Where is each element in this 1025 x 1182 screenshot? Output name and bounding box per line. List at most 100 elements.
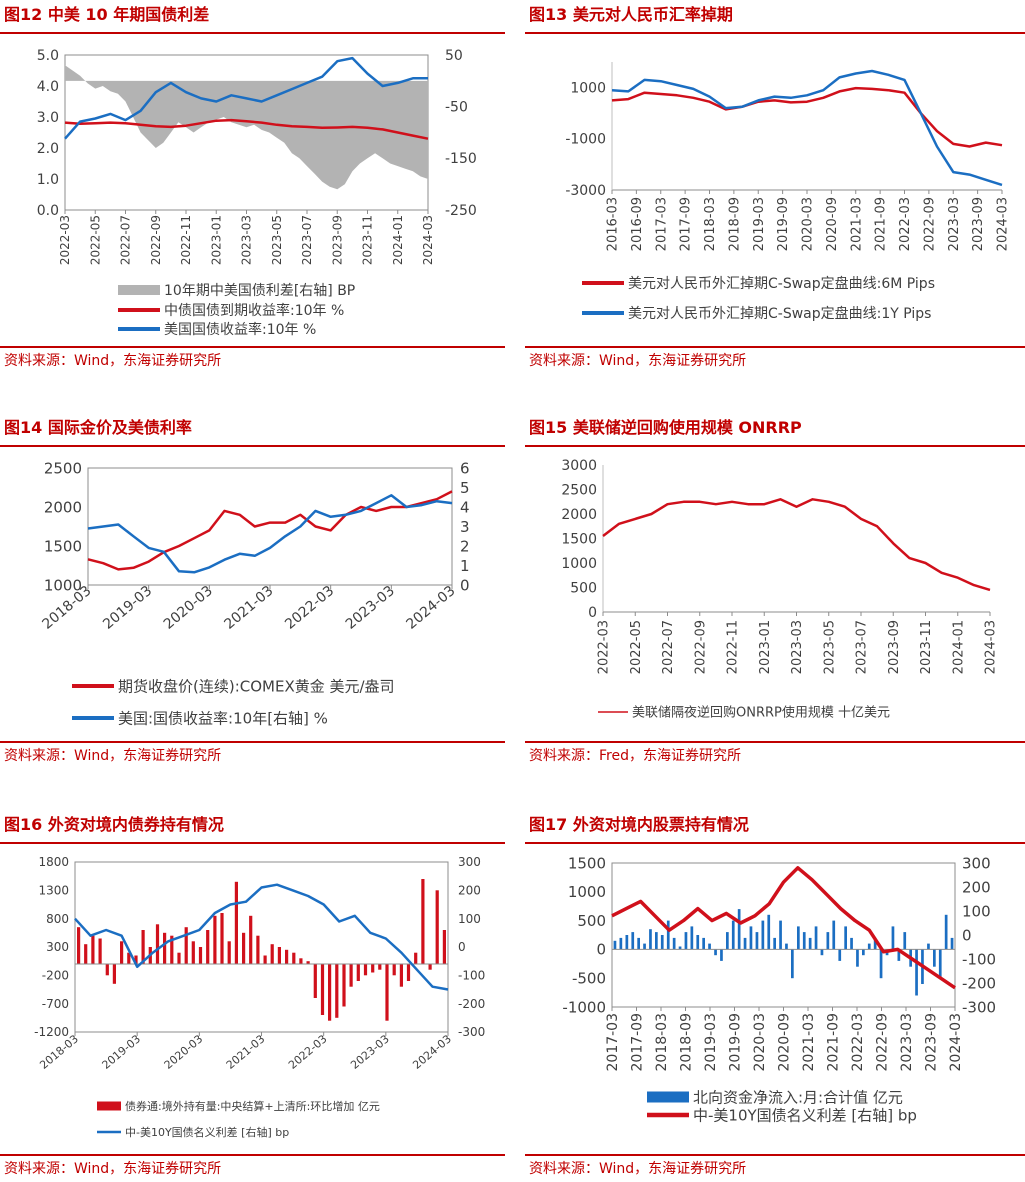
northbound-bar <box>678 946 682 950</box>
chart-title: 图12 中美 10 年期国债利差 <box>4 5 210 24</box>
x-tick-label: 2023-09 <box>971 197 986 251</box>
us-10y-line <box>87 494 453 574</box>
northbound-bar <box>838 949 842 961</box>
northbound-bar <box>950 937 954 950</box>
x-tick-label: 2024-03 <box>410 1032 454 1072</box>
x-tick-label: 2023-07 <box>300 215 314 265</box>
bond-flow-bar <box>328 964 332 1021</box>
y-tick-label: 2.0 <box>37 141 59 157</box>
chart-panel-13: 图13 美元对人民币汇率掉期 -3000 -1000 1000 2016-03 2016… <box>525 0 1025 378</box>
y2-tick-label: 0 <box>962 926 972 944</box>
y-tick-label: 3000 <box>561 458 597 474</box>
northbound-bar <box>802 932 806 950</box>
x-tick-label: 2022-03 <box>898 197 913 251</box>
bond-flow-bar <box>385 964 389 1021</box>
y2-tick-label: -100 <box>962 950 996 968</box>
northbound-bar <box>625 935 629 950</box>
northbound-bar <box>826 932 830 950</box>
y2-tick-label: 4 <box>460 498 470 516</box>
northbound-bar <box>773 937 776 950</box>
x-tick-label: 2024-03 <box>996 197 1011 251</box>
y2-tick-label: -300 <box>962 998 996 1016</box>
x-tick-label: 2023-09 <box>887 620 902 674</box>
northbound-bar <box>631 932 635 950</box>
x-tick-label: 2017-03 <box>605 1013 621 1072</box>
northbound-bar <box>743 937 747 950</box>
x-tick-label: 2020-03 <box>752 1013 768 1072</box>
x-tick-label: 2020-09 <box>825 197 840 251</box>
bond-flow-bar <box>399 964 403 987</box>
bond-flow-bar <box>378 964 382 970</box>
y2-tick-label: 200 <box>962 878 991 896</box>
x-tick-label: 2022-03 <box>597 620 612 674</box>
y-tick-label: 500 <box>577 912 606 930</box>
y-tick-label: -3000 <box>565 183 606 199</box>
bond-flow-bar <box>163 932 167 964</box>
chart-15-plot: 0 500 1000 1500 2000 2500 3000 2022-03 2022-05 20… <box>561 458 999 721</box>
northbound-bar <box>862 949 865 956</box>
chart-source: 资料来源：Wind，东海证券研究所 <box>0 741 505 767</box>
x-tick-label: 2020-03 <box>161 583 216 633</box>
northbound-bar <box>702 937 705 950</box>
x-tick-label: 2022-03 <box>286 1032 330 1072</box>
northbound-bar <box>944 914 948 950</box>
x-tick-label: 2023-03 <box>947 197 962 251</box>
bond-flow-bar <box>371 964 375 973</box>
bond-flow-bar <box>213 915 217 964</box>
y-tick-label: -500 <box>572 969 606 987</box>
bond-flow-bar <box>120 941 124 964</box>
bond-flow-bar <box>335 964 339 1018</box>
bond-flow-bar <box>442 930 446 964</box>
northbound-bar <box>808 937 812 950</box>
x-tick-label: 2024-01 <box>391 215 405 265</box>
y-tick-label: 2000 <box>44 498 82 516</box>
y-tick-label: 500 <box>570 580 597 596</box>
y-tick-label: 1000 <box>561 556 597 572</box>
northbound-bar <box>873 937 877 950</box>
legend-us-label: 美国:国债收益率:10年[右轴] % <box>118 709 328 727</box>
y-tick-label: 1500 <box>44 537 82 555</box>
title-rule <box>525 842 1025 844</box>
y2-tick-label: 100 <box>962 902 991 920</box>
y2-tick-label: -50 <box>445 100 468 116</box>
bond-flow-bar <box>177 952 181 964</box>
northbound-bar <box>785 943 788 950</box>
bond-flow-bar <box>77 927 81 964</box>
y-tick-label: 1000 <box>570 81 606 97</box>
x-tick-label: 2018-03 <box>703 197 718 251</box>
chart-source: 资料来源：Wind，东海证券研究所 <box>525 346 1025 372</box>
x-tick-label: 2022-05 <box>629 620 644 674</box>
bond-flow-bar <box>112 964 116 984</box>
bond-flow-bar <box>306 961 310 964</box>
legend-spread-swatch <box>118 285 160 295</box>
bond-flow-bar <box>421 879 425 964</box>
y-tick-label: 0 <box>588 605 597 621</box>
bond-flow-bar <box>105 964 109 976</box>
x-tick-label: 2021-09 <box>874 197 889 251</box>
northbound-bar <box>879 949 883 979</box>
northbound-bar <box>684 932 688 950</box>
bond-flow-bar <box>320 964 325 1015</box>
x-tick-label: 2023-03 <box>240 215 254 265</box>
chart-title: 图13 美元对人民币汇率掉期 <box>529 5 733 24</box>
x-tick-label: 2022-09 <box>922 197 937 251</box>
y2-tick-label: -200 <box>962 974 996 992</box>
y-tick-label: -1000 <box>565 132 606 148</box>
northbound-bar <box>755 932 759 950</box>
bond-flow-bar <box>249 915 253 964</box>
x-tick-label: 2024-03 <box>984 620 999 674</box>
chart-13-plot: -3000 -1000 1000 2016-03 2016-09 2017-03 2017-… <box>565 62 1011 322</box>
y2-tick-label: 50 <box>445 48 463 64</box>
x-tick-label: 2023-01 <box>758 620 773 674</box>
y-tick-label: 2500 <box>44 459 82 477</box>
x-tick-label: 2022-11 <box>179 215 193 265</box>
bond-flow-bar <box>256 935 260 964</box>
y-tick-label: -1200 <box>34 1025 69 1039</box>
x-tick-label: 2023-05 <box>822 620 837 674</box>
northbound-bar <box>791 949 794 979</box>
x-tick-label: 2023-01 <box>209 215 223 265</box>
x-tick-label: 2022-09 <box>149 215 163 265</box>
y2-tick-label: 200 <box>458 884 481 898</box>
chart-16-plot: -1200 -700 -200 300 800 1300 1800 -300 -200 -100 0… <box>34 855 485 1139</box>
x-tick-label: 2022-03 <box>58 215 72 265</box>
